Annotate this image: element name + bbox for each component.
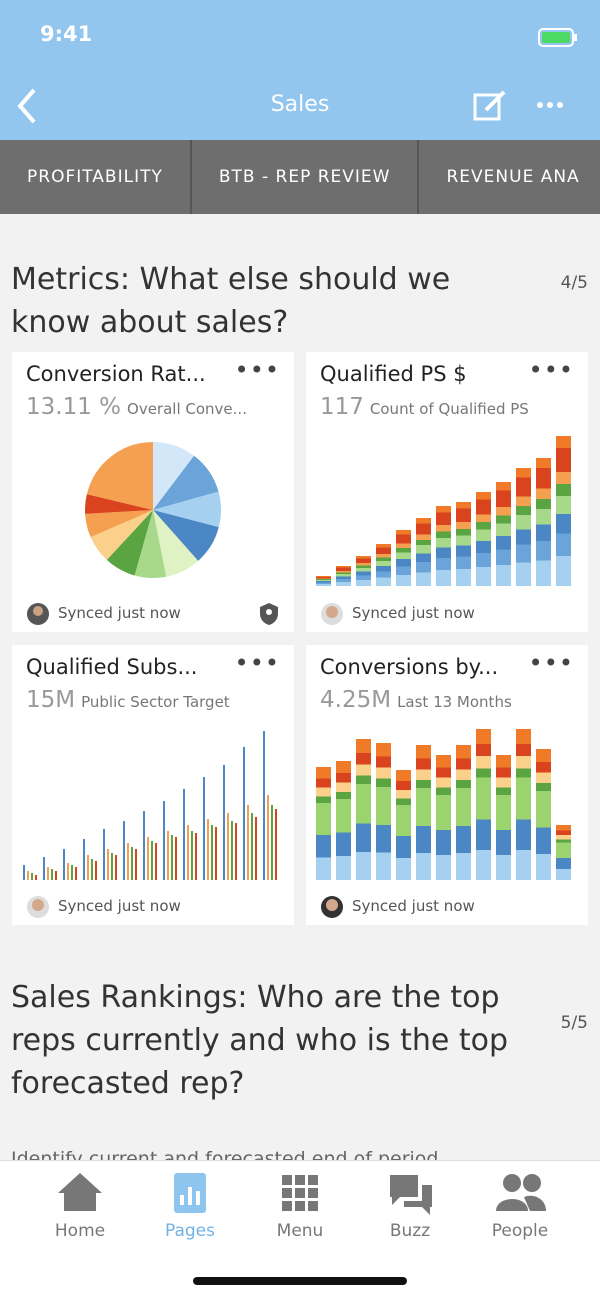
home-icon	[58, 1173, 102, 1211]
value: 4.25M	[320, 687, 392, 713]
pager[interactable]: 5/5	[560, 1013, 588, 1033]
card-menu[interactable]: •••	[234, 649, 280, 677]
tab-label[interactable]: Pages	[164, 1221, 215, 1241]
card-description: Public Sector Target	[81, 693, 230, 711]
people-icon	[496, 1174, 546, 1211]
value: 15M	[26, 687, 76, 713]
edit-button[interactable]	[472, 88, 508, 124]
card-description: Last 13 Months	[397, 693, 512, 711]
shield-icon	[260, 603, 278, 625]
card-value: 117 Count of Qualified PS	[320, 394, 529, 420]
avatar	[321, 896, 343, 918]
header: 9:41 Sales	[0, 0, 600, 140]
card-value: 13.11 % Overall Conve...	[26, 394, 247, 420]
tab[interactable]: PROFITABILITY	[0, 140, 192, 214]
tab-label[interactable]: Home	[54, 1221, 106, 1241]
card-menu[interactable]: •••	[528, 356, 574, 384]
card-footer: Synced just now	[58, 604, 181, 622]
avatar	[321, 603, 343, 625]
avatar	[27, 603, 49, 625]
card[interactable]: Conversions by... ••• 4.25M Last 13 Month…	[306, 645, 588, 925]
battery	[538, 28, 577, 47]
tab[interactable]: BTB - REP REVIEW	[192, 140, 420, 214]
card-title: Qualified Subs...	[26, 655, 198, 679]
value: 13.11 %	[26, 394, 122, 420]
card[interactable]: Qualified PS $ ••• 117 Count of Qualified…	[306, 352, 588, 632]
status-time: 9:41	[40, 22, 93, 46]
card-title: Conversions by...	[320, 655, 499, 679]
value: 117	[320, 394, 364, 420]
section-title: Metrics: What else should we know about …	[11, 262, 451, 340]
buzz-icon	[390, 1175, 432, 1215]
menu-icon	[282, 1175, 318, 1211]
tab-label[interactable]: Menu	[276, 1221, 324, 1241]
more-button[interactable]	[536, 98, 566, 112]
back-button[interactable]	[12, 86, 42, 126]
card-value: 4.25M Last 13 Months	[320, 687, 512, 713]
card-description: Count of Qualified PS	[369, 400, 529, 418]
section-title: Sales Rankings: Who are the top reps cur…	[11, 980, 509, 1101]
card[interactable]: Conversion Rat... ••• 13.11 % Overall Con…	[12, 352, 294, 632]
nav-title: Sales	[270, 92, 330, 117]
card-menu[interactable]: •••	[234, 356, 280, 384]
avatar	[27, 896, 49, 918]
pages-icon	[174, 1173, 206, 1213]
pager[interactable]: 4/5	[560, 273, 588, 293]
card-title: Qualified PS $	[320, 362, 467, 386]
bar-thumbnail	[23, 731, 277, 880]
card-footer: Synced just now	[352, 604, 475, 622]
card-title: Conversion Rat...	[26, 362, 206, 386]
page-tabs: PROFITABILITY BTB - REP REVIEW REVENUE A…	[0, 140, 600, 214]
bar-thumbnail	[316, 436, 571, 586]
bar-thumbnail	[316, 729, 571, 880]
card-footer: Synced just now	[352, 897, 475, 915]
tab[interactable]: REVENUE ANA	[419, 140, 600, 214]
tab-label[interactable]: People	[491, 1221, 549, 1241]
card[interactable]: Qualified Subs... ••• 15M Public Sector T…	[12, 645, 294, 925]
card-menu[interactable]: •••	[528, 649, 574, 677]
home-indicator	[193, 1277, 407, 1285]
card-description: Overall Conve...	[127, 400, 247, 418]
card-value: 15M Public Sector Target	[26, 687, 230, 713]
tab-bar: Home Pages Menu Buzz People	[0, 1160, 600, 1299]
card-footer: Synced just now	[58, 897, 181, 915]
pie-thumbnail	[85, 442, 221, 578]
tab-label[interactable]: Buzz	[389, 1221, 431, 1241]
